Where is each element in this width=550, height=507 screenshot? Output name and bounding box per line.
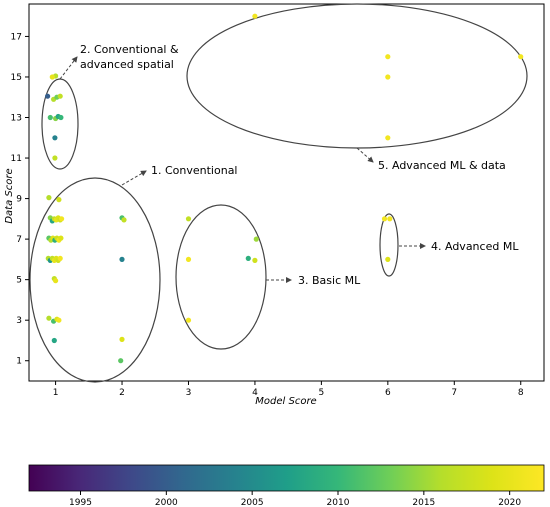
x-tick-label: 4 bbox=[252, 388, 258, 398]
data-point bbox=[57, 255, 63, 261]
y-tick-label: 7 bbox=[16, 235, 22, 245]
data-point bbox=[252, 13, 258, 19]
data-point bbox=[385, 74, 391, 80]
data-point bbox=[518, 54, 524, 60]
data-point bbox=[58, 114, 64, 121]
cluster-3-ellipse bbox=[175, 204, 267, 350]
x-tick-label: 3 bbox=[186, 388, 192, 398]
data-point bbox=[46, 195, 52, 201]
colorbar-tick-label: 2015 bbox=[412, 498, 435, 507]
colorbar-tick-label: 2010 bbox=[327, 498, 350, 507]
data-points bbox=[45, 13, 524, 364]
y-tick-label: 13 bbox=[11, 114, 22, 124]
data-point bbox=[385, 135, 391, 141]
data-point bbox=[57, 93, 63, 99]
data-point bbox=[185, 317, 192, 323]
data-point bbox=[119, 256, 125, 262]
x-tick-label: 8 bbox=[518, 388, 524, 398]
data-point bbox=[56, 317, 62, 323]
annotation-cluster-2-line1: 2. Conventional & bbox=[80, 43, 179, 56]
colorbar-tick-label: 2005 bbox=[241, 498, 264, 507]
data-point bbox=[49, 74, 55, 80]
x-tick-label: 5 bbox=[319, 388, 325, 398]
data-point bbox=[118, 358, 124, 364]
annotation-cluster-4: 4. Advanced ML bbox=[431, 240, 519, 253]
colorbar bbox=[28, 464, 545, 492]
annotation-cluster-3: 3. Basic ML bbox=[298, 274, 361, 287]
data-point bbox=[119, 336, 125, 342]
annotation-cluster-1: 1. Conventional bbox=[151, 164, 238, 177]
annotation-cluster-5: 5. Advanced ML & data bbox=[378, 159, 506, 172]
data-point bbox=[45, 93, 51, 99]
data-point bbox=[121, 217, 127, 223]
y-tick-label: 11 bbox=[11, 154, 22, 164]
data-point bbox=[53, 278, 59, 284]
x-tick-label: 6 bbox=[385, 388, 391, 398]
data-point bbox=[385, 54, 391, 60]
arrow-cluster-5 bbox=[356, 147, 374, 163]
x-tick-label: 2 bbox=[119, 388, 125, 398]
annotation-cluster-2-line2: advanced spatial bbox=[80, 58, 174, 71]
x-tick-label: 1 bbox=[53, 388, 59, 398]
colorbar-tick-label: 1995 bbox=[69, 498, 92, 507]
cluster-4-ellipse bbox=[379, 213, 399, 277]
colorbar-tick-label: 2000 bbox=[155, 498, 178, 507]
annotation-arrows bbox=[59, 56, 426, 283]
data-point bbox=[59, 216, 65, 222]
data-point bbox=[381, 216, 388, 222]
data-point bbox=[58, 235, 64, 241]
y-tick-label: 17 bbox=[11, 32, 22, 42]
data-point bbox=[245, 255, 251, 261]
data-point bbox=[253, 236, 259, 242]
y-tick-label: 5 bbox=[16, 276, 22, 286]
colorbar-ticks: 1995 2000 2005 2010 2015 2020 bbox=[69, 491, 521, 507]
data-point bbox=[185, 216, 192, 222]
y-tick-label: 1 bbox=[16, 357, 22, 367]
data-point bbox=[52, 135, 58, 141]
data-point bbox=[51, 337, 57, 344]
y-tick-label: 15 bbox=[11, 73, 22, 83]
data-point bbox=[46, 315, 52, 321]
y-tick-label: 9 bbox=[16, 195, 22, 205]
x-axis-label: Model Score bbox=[255, 396, 316, 407]
plot-area bbox=[28, 3, 545, 382]
data-point bbox=[47, 114, 53, 121]
data-point bbox=[185, 256, 192, 262]
x-tick-label: 7 bbox=[451, 388, 457, 398]
cluster-1-ellipse bbox=[29, 177, 161, 383]
y-tick-label: 3 bbox=[16, 316, 22, 326]
y-axis-label: Data Score bbox=[4, 168, 15, 223]
data-point bbox=[387, 216, 393, 222]
data-point bbox=[385, 256, 391, 262]
colorbar-tick-label: 2020 bbox=[498, 498, 521, 507]
annotation-labels: 2. Conventional & advanced spatial 1. Co… bbox=[80, 43, 519, 287]
data-point bbox=[52, 155, 58, 161]
data-point bbox=[252, 257, 258, 263]
data-point bbox=[56, 197, 62, 203]
